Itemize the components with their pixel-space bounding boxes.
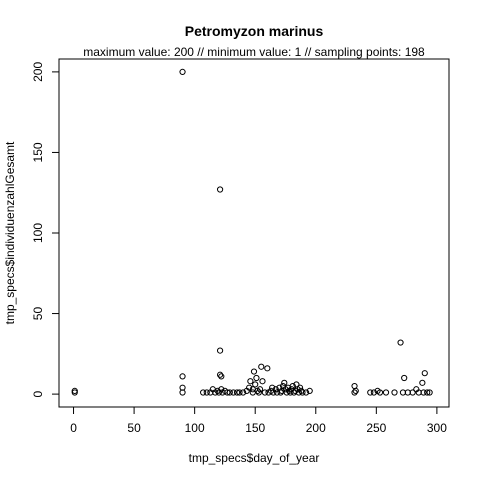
data-point xyxy=(382,389,390,396)
x-tick-label: 100 xyxy=(185,421,205,435)
data-point xyxy=(424,389,431,396)
data-point xyxy=(421,370,428,377)
data-point xyxy=(420,389,427,396)
data-point xyxy=(239,389,247,396)
data-point xyxy=(247,378,254,385)
data-point xyxy=(409,389,416,396)
data-point xyxy=(236,389,243,396)
data-point xyxy=(226,389,233,396)
chart-subtitle: maximum value: 200 // minimum value: 1 /… xyxy=(83,45,425,59)
data-points xyxy=(71,68,433,396)
data-point xyxy=(216,186,224,193)
y-tick-label: 50 xyxy=(31,307,45,321)
data-point xyxy=(233,389,241,396)
data-point xyxy=(351,389,358,396)
x-axis-label: tmp_specs$day_of_year xyxy=(189,451,320,465)
x-tick-label: 0 xyxy=(70,421,77,435)
y-axis: 0 50 100 150 200 xyxy=(31,62,60,397)
y-axis-label: tmp_specs$individuenzahlGesamt xyxy=(3,141,17,324)
data-point xyxy=(370,389,378,396)
data-point xyxy=(71,387,78,394)
x-axis: 0 50 100 150 200 250 300 xyxy=(70,406,447,435)
data-point xyxy=(179,389,186,396)
data-point xyxy=(216,347,224,354)
data-point xyxy=(200,389,207,396)
chart-title: Petromyzon marinus xyxy=(185,23,324,39)
data-point xyxy=(246,384,253,391)
data-point xyxy=(203,389,210,396)
data-point xyxy=(302,389,310,396)
data-point xyxy=(419,379,426,386)
data-point xyxy=(258,363,265,370)
data-point xyxy=(426,389,433,396)
x-tick-label: 50 xyxy=(127,421,141,435)
data-point xyxy=(259,378,266,385)
y-tick-label: 200 xyxy=(31,62,45,82)
y-tick-label: 150 xyxy=(31,142,45,162)
data-point xyxy=(367,389,374,396)
data-point xyxy=(391,389,398,396)
x-tick-label: 200 xyxy=(306,421,326,435)
data-point xyxy=(296,384,304,391)
x-tick-label: 250 xyxy=(366,421,386,435)
data-point xyxy=(230,389,237,396)
data-point xyxy=(224,389,231,396)
data-point xyxy=(277,389,284,396)
data-point xyxy=(218,386,225,393)
data-point xyxy=(281,379,288,386)
plot-frame xyxy=(58,58,450,408)
data-point xyxy=(261,389,269,396)
data-point xyxy=(253,374,260,382)
data-point xyxy=(397,339,404,346)
y-tick-label: 100 xyxy=(31,223,45,243)
data-point xyxy=(272,386,279,393)
data-point xyxy=(401,374,408,382)
y-tick-label: 0 xyxy=(31,390,45,397)
x-tick-label: 300 xyxy=(427,421,447,435)
data-point xyxy=(179,373,186,380)
data-point xyxy=(299,389,306,396)
data-point xyxy=(376,389,384,396)
data-point xyxy=(289,382,296,390)
data-point xyxy=(256,386,264,393)
data-point xyxy=(218,373,225,380)
data-point xyxy=(306,387,313,394)
data-point xyxy=(216,371,224,378)
data-point xyxy=(264,365,271,372)
data-point xyxy=(179,68,186,75)
data-point xyxy=(252,381,259,388)
data-point xyxy=(352,387,359,394)
data-point xyxy=(250,368,258,375)
data-point xyxy=(255,389,262,396)
x-tick-label: 150 xyxy=(245,421,265,435)
